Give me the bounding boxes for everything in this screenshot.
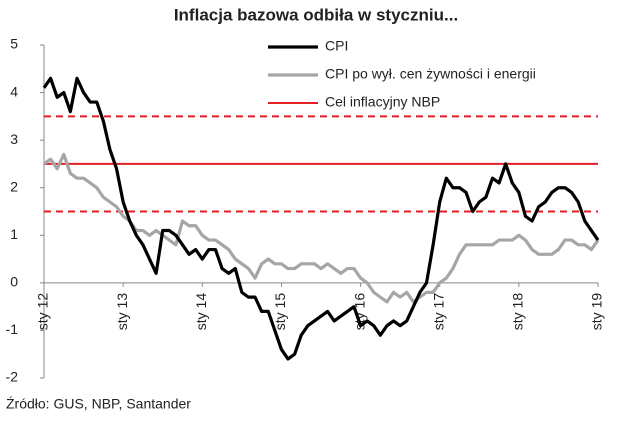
y-tick-label: 0	[10, 274, 18, 290]
y-tick-label: 5	[10, 36, 18, 52]
y-tick-label: 3	[10, 131, 18, 147]
series-line	[43, 152, 600, 304]
source-note: Źródło: GUS, NBP, Santander	[6, 396, 191, 412]
chart-title: Inflacja bazowa odbiła w styczniu...	[174, 5, 458, 24]
x-tick-label: sty 15	[272, 293, 288, 331]
x-tick-label: sty 13	[114, 293, 130, 331]
legend-label: CPI	[325, 38, 348, 54]
legend-label: CPI po wył. cen żywności i energii	[325, 66, 536, 82]
y-tick-label: -1	[6, 321, 19, 337]
x-tick-label: sty 16	[351, 293, 367, 331]
x-tick-label: sty 14	[193, 293, 209, 331]
x-tick-label: sty 19	[589, 293, 605, 331]
legend-label: Cel inflacyjny NBP	[325, 94, 440, 110]
x-tick-label: sty 17	[430, 293, 446, 331]
series-line	[42, 76, 600, 361]
y-tick-label: -2	[6, 369, 19, 385]
y-tick-label: 4	[10, 83, 18, 99]
x-tick-label: sty 12	[35, 293, 51, 331]
y-tick-label: 1	[10, 226, 18, 242]
y-tick-label: 2	[10, 178, 18, 194]
x-tick-label: sty 18	[510, 293, 526, 331]
